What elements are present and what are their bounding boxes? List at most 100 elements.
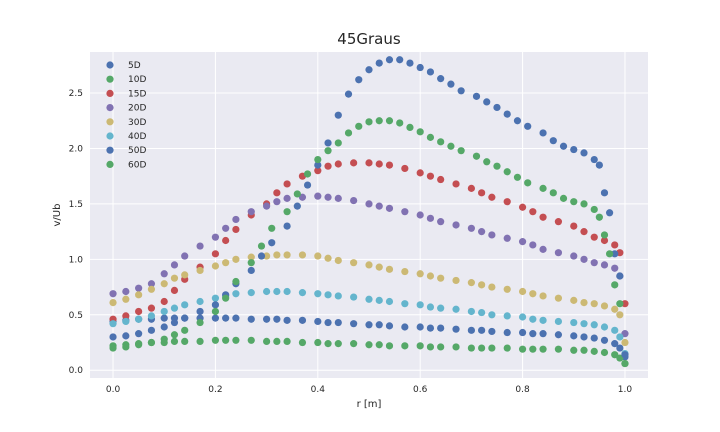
legend-marker bbox=[106, 118, 114, 126]
data-point bbox=[147, 304, 156, 312]
data-point bbox=[539, 184, 547, 192]
data-point bbox=[606, 209, 614, 217]
data-point bbox=[147, 338, 156, 347]
data-point bbox=[503, 110, 511, 118]
data-point bbox=[611, 326, 619, 334]
data-point bbox=[590, 300, 598, 308]
data-point bbox=[160, 314, 168, 322]
legend-label: 50D bbox=[128, 146, 146, 156]
data-point bbox=[170, 331, 179, 339]
x-axis-label: r [m] bbox=[357, 399, 382, 410]
data-point bbox=[170, 304, 179, 312]
data-point bbox=[401, 208, 409, 216]
data-point bbox=[570, 145, 578, 154]
data-point bbox=[478, 326, 486, 334]
legend-item: 10D bbox=[106, 75, 146, 85]
legend-marker bbox=[106, 61, 114, 69]
data-point bbox=[478, 344, 486, 352]
data-point bbox=[457, 87, 465, 95]
data-point bbox=[437, 138, 445, 146]
data-point bbox=[416, 128, 424, 136]
data-point bbox=[196, 318, 204, 327]
data-point bbox=[549, 189, 557, 197]
legend-label: 40D bbox=[128, 132, 146, 142]
data-point bbox=[247, 259, 255, 267]
data-point bbox=[503, 344, 511, 352]
data-point bbox=[570, 332, 578, 340]
data-point bbox=[334, 160, 342, 168]
data-point bbox=[590, 205, 598, 214]
data-point bbox=[529, 345, 537, 353]
data-point bbox=[181, 271, 189, 279]
data-point bbox=[247, 208, 255, 216]
data-point bbox=[478, 228, 486, 236]
plot-area bbox=[90, 52, 648, 378]
data-point bbox=[222, 294, 230, 302]
data-point bbox=[452, 325, 460, 333]
data-point bbox=[350, 259, 358, 267]
data-point bbox=[457, 147, 465, 155]
data-point bbox=[247, 315, 255, 323]
data-point bbox=[539, 129, 547, 137]
data-point bbox=[580, 200, 588, 208]
data-point bbox=[375, 117, 383, 125]
data-point bbox=[503, 312, 511, 320]
data-point bbox=[375, 341, 383, 349]
legend-marker bbox=[106, 75, 114, 83]
data-point bbox=[122, 295, 130, 303]
data-point bbox=[247, 289, 255, 297]
legend-marker bbox=[106, 89, 114, 97]
data-point bbox=[554, 294, 563, 302]
data-point bbox=[263, 287, 271, 296]
data-point bbox=[375, 321, 383, 329]
data-point bbox=[122, 317, 130, 326]
data-point bbox=[170, 337, 179, 346]
data-point bbox=[580, 149, 588, 157]
data-point bbox=[211, 336, 220, 344]
data-point bbox=[263, 337, 271, 346]
data-point bbox=[539, 245, 547, 253]
data-point bbox=[452, 276, 460, 285]
data-point bbox=[518, 238, 527, 246]
data-point bbox=[426, 172, 435, 180]
data-point bbox=[611, 281, 619, 289]
series-50D bbox=[109, 56, 629, 359]
data-point bbox=[314, 252, 322, 260]
y-tick-label: 1.5 bbox=[69, 200, 83, 210]
data-point bbox=[590, 155, 598, 164]
data-point bbox=[385, 342, 394, 350]
data-point bbox=[211, 314, 220, 322]
data-point bbox=[539, 345, 547, 353]
series-60D bbox=[109, 117, 629, 368]
data-point bbox=[478, 308, 486, 317]
data-point bbox=[314, 290, 322, 298]
data-point bbox=[314, 192, 322, 200]
data-point bbox=[298, 251, 307, 259]
data-point bbox=[488, 344, 496, 352]
chart-title: 45Graus bbox=[337, 30, 401, 48]
x-tick-label: 0.0 bbox=[106, 385, 121, 395]
data-point bbox=[344, 90, 353, 98]
data-point bbox=[181, 326, 189, 334]
data-point bbox=[570, 198, 578, 206]
data-point bbox=[268, 239, 276, 247]
data-point bbox=[365, 295, 373, 303]
data-point bbox=[122, 343, 130, 351]
data-points bbox=[109, 56, 629, 368]
data-point bbox=[211, 301, 220, 309]
data-point bbox=[293, 202, 301, 210]
y-tick-label: 2.0 bbox=[69, 144, 84, 154]
data-point bbox=[503, 328, 511, 337]
data-point bbox=[426, 324, 435, 332]
data-point bbox=[590, 334, 598, 342]
data-point bbox=[298, 338, 307, 347]
data-point bbox=[483, 98, 491, 106]
legend-label: 20D bbox=[128, 104, 146, 114]
data-point bbox=[416, 63, 424, 72]
data-point bbox=[437, 324, 445, 332]
data-point bbox=[416, 323, 424, 331]
data-point bbox=[324, 139, 332, 147]
data-point bbox=[488, 327, 496, 336]
data-point bbox=[518, 287, 527, 296]
data-point bbox=[365, 118, 373, 126]
